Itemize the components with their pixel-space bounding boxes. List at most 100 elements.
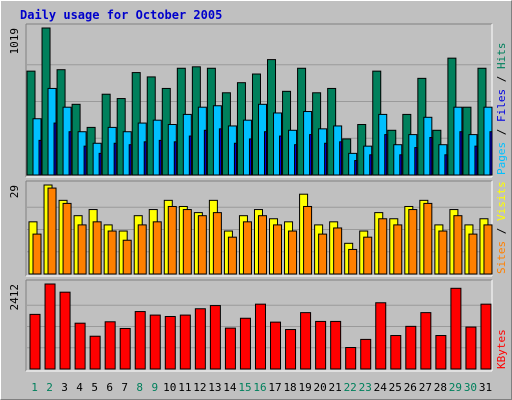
bar-sites-day-6 — [107, 230, 117, 275]
bar-sites-day-29 — [453, 215, 463, 275]
bar-kbytes-day-6 — [104, 321, 116, 370]
visits-legend: Sites / Visits — [495, 181, 508, 274]
bar-pages-day-10 — [173, 141, 177, 176]
kbytes-panel: 2412 KBytes — [8, 279, 508, 372]
bar-pages-day-20 — [324, 142, 328, 176]
day-label-14: 14 — [223, 381, 237, 394]
bar-kbytes-day-13 — [209, 305, 221, 370]
bar-sites-day-7 — [122, 239, 132, 275]
kbytes-max-label: 2412 — [8, 284, 21, 311]
bar-sites-day-9 — [152, 221, 162, 275]
bar-kbytes-day-22 — [345, 347, 357, 370]
bar-sites-day-25 — [393, 224, 403, 275]
bar-pages-day-26 — [414, 147, 418, 176]
legend-entry: / — [495, 69, 508, 89]
bar-kbytes-day-10 — [164, 315, 176, 370]
kbytes-legend: KBytes — [495, 329, 508, 369]
bar-sites-day-13 — [212, 212, 222, 275]
bar-kbytes-day-19 — [300, 312, 312, 370]
day-label-13: 13 — [208, 381, 221, 394]
day-label-19: 19 — [298, 381, 311, 394]
day-label-2: 2 — [46, 381, 53, 394]
bar-sites-day-27 — [423, 202, 433, 275]
day-label-26: 26 — [404, 381, 417, 394]
legend-entry: Visits — [495, 181, 508, 221]
bar-pages-day-5 — [98, 152, 102, 176]
bar-kbytes-day-25 — [390, 335, 402, 370]
bar-sites-day-4 — [77, 224, 87, 275]
bar-sites-day-14 — [227, 236, 237, 275]
bar-sites-day-26 — [408, 209, 418, 275]
day-label-8: 8 — [136, 381, 143, 394]
bar-sites-day-10 — [167, 205, 177, 275]
bar-sites-day-16 — [257, 215, 267, 275]
day-label-30: 30 — [464, 381, 477, 394]
bar-kbytes-day-3 — [59, 291, 71, 370]
day-label-11: 11 — [178, 381, 191, 394]
bar-kbytes-day-1 — [29, 313, 41, 370]
bar-pages-day-19 — [309, 134, 313, 176]
bar-sites-day-3 — [62, 202, 72, 275]
bar-pages-day-28 — [444, 154, 448, 176]
bar-kbytes-day-2 — [44, 283, 56, 370]
bar-pages-day-24 — [384, 134, 388, 176]
bar-kbytes-day-15 — [239, 317, 251, 370]
bar-sites-day-12 — [197, 215, 207, 275]
bar-kbytes-day-28 — [435, 335, 447, 370]
bar-kbytes-day-18 — [285, 329, 297, 370]
bar-sites-day-23 — [363, 236, 373, 275]
bar-kbytes-day-4 — [74, 322, 86, 370]
bar-pages-day-1 — [38, 139, 42, 176]
bar-sites-day-11 — [182, 209, 192, 275]
bar-sites-day-2 — [47, 187, 57, 275]
bar-pages-day-6 — [113, 142, 117, 176]
bar-kbytes-day-20 — [315, 320, 327, 370]
legend-entry: / — [495, 221, 508, 241]
day-label-1: 1 — [31, 381, 38, 394]
bar-kbytes-day-26 — [405, 325, 417, 370]
bar-pages-day-25 — [399, 154, 403, 176]
bar-pages-day-18 — [294, 144, 298, 176]
bar-kbytes-day-24 — [375, 302, 387, 370]
bar-kbytes-day-9 — [149, 314, 161, 370]
day-label-3: 3 — [61, 381, 68, 394]
hits-max-label: 1019 — [8, 28, 21, 55]
bar-kbytes-day-29 — [450, 287, 462, 370]
bar-kbytes-day-12 — [194, 308, 206, 370]
bar-pages-day-22 — [354, 160, 358, 176]
day-label-6: 6 — [106, 381, 113, 394]
legend-entry: / — [495, 122, 508, 142]
bar-sites-day-18 — [288, 230, 298, 275]
day-label-23: 23 — [359, 381, 372, 394]
bar-kbytes-day-11 — [179, 314, 191, 370]
bar-pages-day-14 — [233, 142, 237, 176]
legend-entry: Sites — [495, 241, 508, 274]
day-label-29: 29 — [449, 381, 462, 394]
bar-pages-day-9 — [158, 139, 162, 176]
day-label-12: 12 — [193, 381, 206, 394]
bar-sites-day-5 — [92, 221, 102, 275]
legend-entry: Pages — [495, 142, 508, 175]
bar-sites-day-31 — [483, 224, 493, 275]
bar-kbytes-day-5 — [89, 335, 101, 370]
bar-kbytes-day-17 — [270, 321, 282, 370]
day-label-24: 24 — [374, 381, 388, 394]
day-label-5: 5 — [91, 381, 98, 394]
bar-pages-day-21 — [339, 141, 343, 176]
bar-pages-day-31 — [489, 131, 493, 176]
bar-pages-day-4 — [83, 145, 87, 176]
bar-kbytes-day-21 — [330, 320, 342, 370]
bar-sites-day-19 — [303, 205, 313, 275]
day-label-28: 28 — [434, 381, 447, 394]
bar-pages-day-30 — [474, 145, 478, 176]
day-label-18: 18 — [283, 381, 296, 394]
visits-panel: 29 Sites / Visits — [8, 180, 508, 277]
bar-sites-day-17 — [273, 224, 283, 275]
bar-pages-day-13 — [218, 128, 222, 176]
bar-pages-day-29 — [459, 131, 463, 176]
bar-kbytes-day-7 — [119, 327, 131, 370]
day-label-31: 31 — [479, 381, 492, 394]
day-label-9: 9 — [151, 381, 158, 394]
day-label-25: 25 — [389, 381, 402, 394]
